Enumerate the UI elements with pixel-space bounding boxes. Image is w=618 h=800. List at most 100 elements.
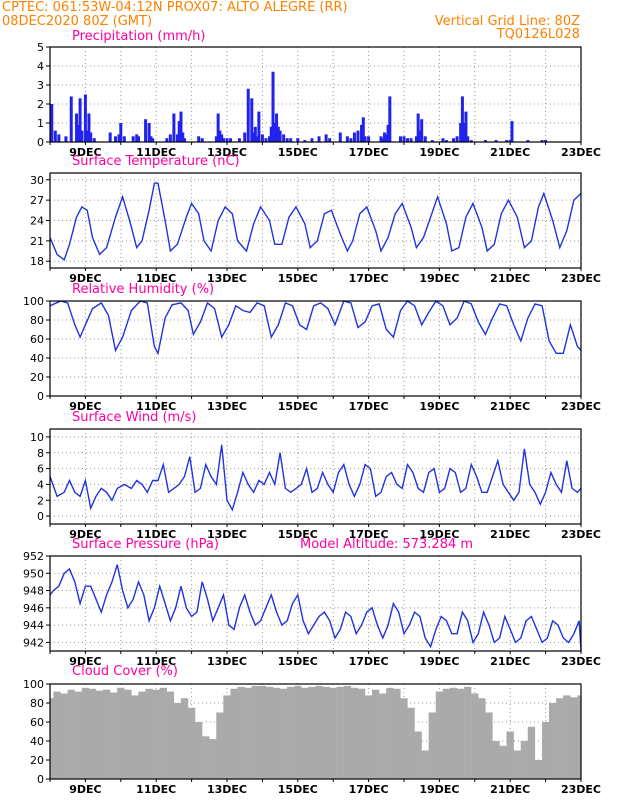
cloud-bar xyxy=(81,687,90,779)
cloud-bar xyxy=(357,688,366,779)
precip-bar xyxy=(361,117,365,142)
precip-bar xyxy=(367,136,371,142)
x-tick-label: 15DEC xyxy=(278,146,318,159)
x-tick-label: 13DEC xyxy=(207,272,247,285)
precip-bar xyxy=(349,138,353,142)
precip-bar xyxy=(80,130,84,142)
precip-bar xyxy=(423,136,427,142)
x-tick-label: 11DEC xyxy=(136,528,176,541)
precip-bar xyxy=(383,132,387,142)
cloud-bar xyxy=(145,688,153,779)
precip-bar xyxy=(76,124,80,142)
x-tick-label: 9DEC xyxy=(69,783,101,796)
precip-bar xyxy=(117,134,121,142)
precip-bar xyxy=(131,136,135,142)
y-tick-label: 20 xyxy=(30,371,44,384)
panel-title: Surface Wind (m/s) xyxy=(72,410,196,425)
precip-bar xyxy=(221,138,225,142)
precip-bar xyxy=(418,130,422,142)
precip-bar xyxy=(455,136,459,142)
precip-bar xyxy=(92,138,96,142)
x-tick-label: 23DEC xyxy=(561,146,601,159)
precip-bar xyxy=(462,123,466,142)
precip-bar xyxy=(229,138,233,142)
cloud-bar xyxy=(464,686,472,779)
x-tick-label: 23DEC xyxy=(561,272,601,285)
cloud-bar xyxy=(449,687,458,779)
cloud-bar xyxy=(435,691,444,779)
x-tick-label: 23DEC xyxy=(561,783,601,796)
cloud-bar xyxy=(53,691,61,779)
x-tick-label: 19DEC xyxy=(419,272,459,285)
panel-2: Surface Temperature (nC) 18 21 24 27 30 9DEC 11… xyxy=(30,154,601,285)
header-line-2-left: 08DEC2020 80Z (GMT) xyxy=(2,14,152,29)
series-line xyxy=(49,182,582,262)
cloud-bar xyxy=(102,689,111,779)
precip-bar xyxy=(310,138,314,142)
cloud-bar xyxy=(180,698,189,779)
precip-bar xyxy=(430,140,434,142)
precip-bar xyxy=(135,134,139,142)
x-tick-label: 13DEC xyxy=(207,655,247,668)
cloud-bar xyxy=(534,760,543,779)
x-tick-label: 11DEC xyxy=(136,272,176,285)
x-tick-label: 11DEC xyxy=(136,146,176,159)
precip-bar xyxy=(275,113,279,142)
x-tick-label: 21DEC xyxy=(490,146,530,159)
precip-bar xyxy=(264,138,268,142)
cloud-bar xyxy=(173,703,182,779)
precip-bar xyxy=(526,140,530,142)
precip-bar xyxy=(69,96,73,142)
precip-bar xyxy=(289,138,293,142)
cloud-bar xyxy=(60,693,68,779)
cloud-bar xyxy=(187,707,196,779)
x-tick-label: 17DEC xyxy=(349,655,389,668)
cloud-bar xyxy=(237,686,245,779)
precip-bar xyxy=(267,136,271,142)
y-tick-label: 944 xyxy=(23,619,44,632)
x-tick-label: 11DEC xyxy=(136,400,176,413)
precip-bar xyxy=(317,136,321,142)
precip-bar xyxy=(252,132,256,142)
x-tick-label: 21DEC xyxy=(490,400,530,413)
precip-bar xyxy=(137,136,140,142)
cloud-bar xyxy=(315,685,323,779)
precip-bar xyxy=(181,132,185,142)
cloud-bar xyxy=(407,707,415,779)
precip-bar xyxy=(510,121,514,142)
precip-bar xyxy=(324,134,328,142)
precip-bar xyxy=(356,130,360,142)
precip-bar xyxy=(260,134,264,142)
cloud-bar xyxy=(287,686,295,779)
y-tick-label: 60 xyxy=(30,333,44,346)
x-tick-label: 13DEC xyxy=(207,783,247,796)
precip-bar xyxy=(544,140,548,142)
cloud-bar xyxy=(364,695,373,779)
precip-bar xyxy=(402,136,406,142)
precip-bar xyxy=(406,138,410,142)
cloud-bar xyxy=(223,695,231,779)
series-line xyxy=(49,564,582,652)
x-tick-label: 21DEC xyxy=(490,783,530,796)
x-tick-label: 21DEC xyxy=(490,655,530,668)
cloud-bar xyxy=(138,691,146,779)
cloud-bar xyxy=(301,687,309,779)
cloud-bar xyxy=(513,750,521,779)
precip-bar xyxy=(216,113,220,142)
cloud-bar xyxy=(294,685,302,779)
x-tick-label: 9DEC xyxy=(69,655,101,668)
cloud-bar xyxy=(308,686,316,779)
x-tick-label: 15DEC xyxy=(278,655,318,668)
cloud-bar xyxy=(336,686,344,779)
y-tick-label: 4 xyxy=(37,60,44,73)
y-tick-label: 8 xyxy=(37,447,44,460)
y-tick-label: 0 xyxy=(37,390,44,403)
y-tick-label: 950 xyxy=(23,567,44,580)
precip-bar xyxy=(282,134,286,142)
precip-bar xyxy=(444,140,448,142)
cloud-bar xyxy=(209,739,217,779)
x-tick-label: 15DEC xyxy=(278,272,318,285)
precip-bar xyxy=(255,136,259,142)
panels: Precipitation (mm/h) 0 1 2 3 4 5 9DEC 11DEC 13DEC… xyxy=(23,29,601,796)
